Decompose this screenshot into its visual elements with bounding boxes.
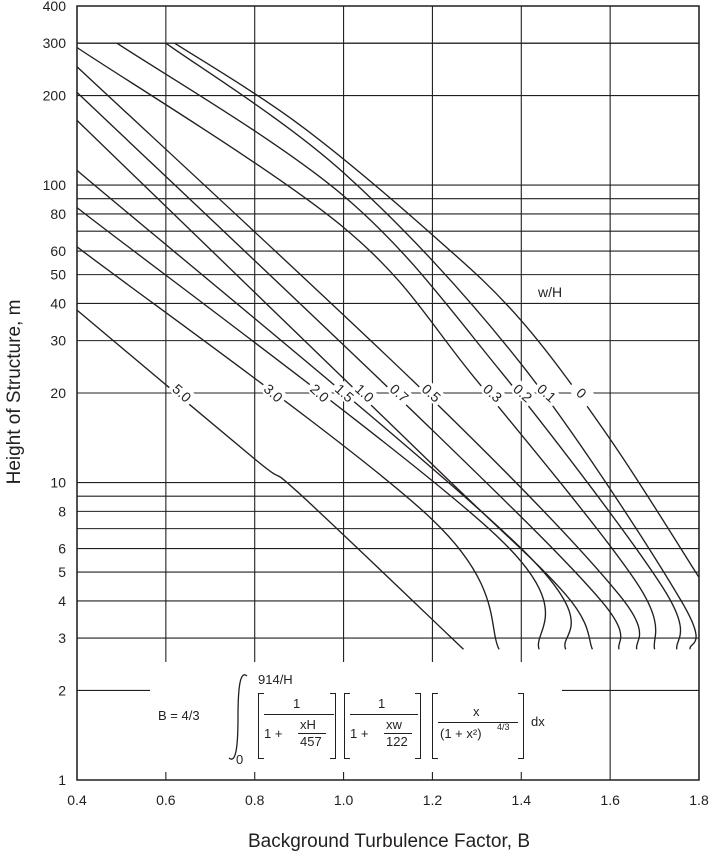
plot-frame	[76, 5, 700, 781]
formula-dx: dx	[531, 714, 545, 729]
curve-label-bg	[350, 378, 380, 407]
y-tick-label: 60	[50, 243, 66, 259]
curve-label-bg	[259, 378, 289, 407]
term1-denominator-prefix: 1 +	[264, 726, 283, 741]
x-tick-label: 1.0	[334, 792, 354, 808]
curve-5-0	[76, 309, 464, 650]
term1-right-bracket	[330, 693, 336, 759]
curve-3-0	[76, 246, 500, 650]
term1-fraction-numerator: xH	[300, 717, 316, 732]
curve-0-3	[76, 46, 657, 650]
term2-fraction-bar	[384, 733, 412, 734]
term2-fraction-denominator: 122	[386, 734, 408, 749]
curve-1-0	[76, 119, 594, 650]
term1-numerator: 1	[293, 696, 301, 711]
y-tick-label: 80	[50, 206, 66, 222]
term3-numerator: x	[473, 704, 480, 719]
term2-right-bracket	[415, 693, 421, 759]
term3-right-bracket	[518, 693, 524, 759]
y-tick-label: 400	[43, 0, 67, 14]
curve-label-bg	[508, 378, 538, 407]
x-tick-label: 0.8	[245, 792, 265, 808]
y-tick-label: 50	[50, 267, 66, 283]
term3-main-bar	[438, 722, 518, 723]
term1-left-bracket	[258, 693, 264, 759]
term2-left-bracket	[344, 693, 350, 759]
y-tick-label: 5	[58, 564, 66, 580]
curve-label-bg	[167, 378, 197, 407]
curve-label-bg	[305, 378, 335, 407]
curve-labels: 5.0 3.0 2.0 1.51.0 0.7 0.5 0.3 0.20.1 0	[167, 378, 597, 407]
term1-fraction-denominator: 457	[300, 734, 322, 749]
x-tick-label: 1.2	[423, 792, 443, 808]
tick-labels: 0.4 0.6 0.8 1.0 1.2 1.4 1.6 1.81234568102030405…	[43, 0, 709, 808]
legend-title: w/H	[537, 284, 562, 300]
y-tick-label: 300	[43, 35, 67, 51]
term2-main-bar	[350, 714, 418, 715]
y-tick-label: 6	[58, 541, 66, 557]
curve-label-bg	[567, 378, 597, 407]
y-tick-label: 40	[50, 295, 66, 311]
curve-0-7	[76, 91, 622, 650]
term3-denominator-exponent: 4/3	[497, 722, 510, 732]
curve-1-5	[76, 169, 572, 650]
formula-lhs: B = 4/3	[158, 708, 200, 723]
term2-fraction-numerator: xw	[386, 717, 402, 732]
curve-0	[174, 42, 700, 578]
x-tick-label: 0.4	[67, 792, 87, 808]
y-tick-label: 100	[43, 177, 67, 193]
term3-left-bracket	[432, 693, 438, 759]
x-tick-label: 1.6	[600, 792, 620, 808]
x-axis-title: Background Turbulence Factor, B	[248, 831, 530, 852]
y-axis-title: Height of Structure, m	[4, 300, 25, 485]
term3-denominator: (1 + x²)	[440, 726, 482, 741]
curve-0-5	[76, 66, 641, 650]
y-tick-label: 2	[58, 682, 66, 698]
x-tick-label: 1.4	[512, 792, 532, 808]
term2-denominator-prefix: 1 +	[350, 726, 369, 741]
curve-label-bg	[417, 378, 447, 407]
curve-label-bg	[532, 378, 562, 407]
x-tick-label: 0.6	[156, 792, 176, 808]
term1-fraction-bar	[298, 733, 326, 734]
formula-box: B = 4/3 914/H 0 1 1 + xH 457 1 1 + xw 12…	[150, 662, 562, 772]
curve-label-bg	[384, 378, 415, 407]
integral-lower-limit: 0	[236, 752, 244, 767]
term2-numerator: 1	[378, 696, 386, 711]
curve-2-0	[76, 207, 547, 650]
curve-label-bg	[478, 378, 508, 407]
y-tick-label: 1	[58, 772, 66, 788]
curve-series	[76, 42, 700, 650]
integral-sign	[228, 674, 248, 760]
curve-0-1	[165, 42, 697, 650]
y-tick-label: 3	[58, 630, 66, 646]
y-tick-label: 30	[50, 333, 66, 349]
integral-upper-limit: 914/H	[258, 672, 293, 687]
curve-0-2	[116, 42, 682, 650]
y-tick-label: 8	[58, 503, 66, 519]
term1-main-bar	[264, 714, 334, 715]
y-tick-label: 20	[50, 385, 66, 401]
y-tick-label: 200	[43, 88, 67, 104]
y-tick-label: 10	[50, 475, 66, 491]
y-tick-label: 4	[58, 593, 66, 609]
curve-label-bg	[330, 378, 360, 407]
x-tick-label: 1.8	[689, 792, 709, 808]
